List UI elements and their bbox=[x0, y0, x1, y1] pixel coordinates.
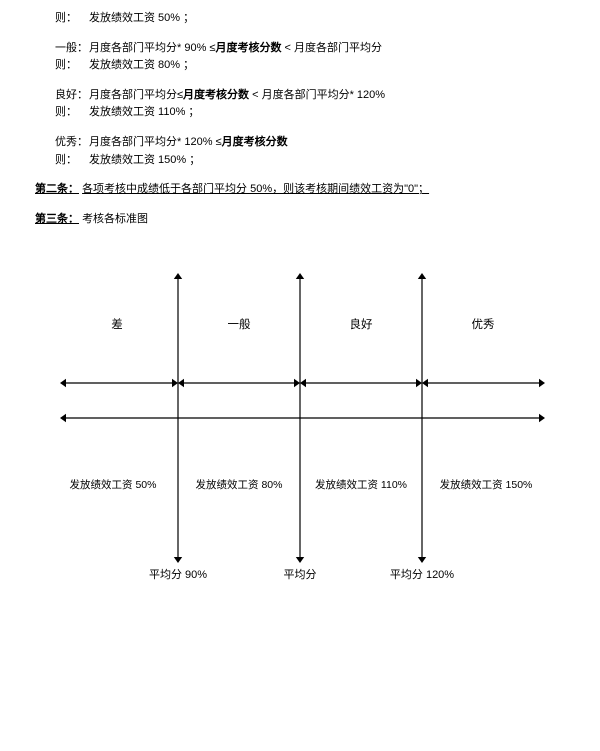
cond-post: < 月度各部门平均分 bbox=[281, 42, 382, 54]
rule-condition: 月度各部门平均分* 120% ≤月度考核分数 bbox=[89, 134, 550, 152]
rule-label: 良好： bbox=[55, 87, 89, 105]
document-page: 则： 发放绩效工资 50% ； 一般： 月度各部门平均分* 90% ≤月度考核分… bbox=[0, 0, 600, 618]
article-label: 第二条： bbox=[35, 183, 79, 195]
then-label: 则： bbox=[55, 152, 89, 170]
then-text: 发放绩效工资 110% ； bbox=[89, 104, 550, 122]
cond-bold: 月度考核分数 bbox=[183, 89, 249, 101]
cond-bold: 月度考核分数 bbox=[215, 42, 281, 54]
rule-average: 一般： 月度各部门平均分* 90% ≤月度考核分数 < 月度各部门平均分 则： … bbox=[55, 40, 550, 75]
then-text: 发放绩效工资 50% ； bbox=[89, 10, 550, 28]
article-label: 第三条： bbox=[35, 213, 79, 225]
then-text: 发放绩效工资 80% ； bbox=[89, 57, 550, 75]
rule-condition: 月度各部门平均分≤月度考核分数 < 月度各部门平均分* 120% bbox=[89, 87, 550, 105]
then-label: 则： bbox=[55, 104, 89, 122]
rule-good: 良好： 月度各部门平均分≤月度考核分数 < 月度各部门平均分* 120% 则： … bbox=[55, 87, 550, 122]
rule-label: 一般： bbox=[55, 40, 89, 58]
article-text: 各项考核中成绩低于各部门平均分 50%，则该考核期间绩效工资为"0"； bbox=[82, 183, 429, 195]
article-text: 考核各标准图 bbox=[82, 213, 148, 225]
then-label: 则： bbox=[55, 57, 89, 75]
chart-svg: 差 一般 良好 优秀发放绩效工资 50% 发放绩效工资 80% 发放绩效工资 110% 发放… bbox=[55, 268, 555, 608]
article-2: 第二条： 各项考核中成绩低于各部门平均分 50%，则该考核期间绩效工资为"0"； bbox=[35, 181, 550, 199]
rule-condition: 月度各部门平均分* 90% ≤月度考核分数 < 月度各部门平均分 bbox=[89, 40, 550, 58]
svg-text:平均分: 平均分 bbox=[284, 568, 317, 581]
svg-text:发放绩效工资 50%: 发放绩效工资 50% bbox=[70, 478, 157, 491]
svg-text:发放绩效工资 80%: 发放绩效工资 80% bbox=[196, 478, 283, 491]
svg-text:平均分 90%: 平均分 90% bbox=[149, 568, 207, 581]
svg-text:优秀: 优秀 bbox=[472, 318, 495, 331]
article-3: 第三条： 考核各标准图 bbox=[35, 211, 550, 229]
cond-bold: 月度考核分数 bbox=[222, 136, 288, 148]
svg-text:一般: 一般 bbox=[228, 317, 251, 331]
rule-label: 优秀： bbox=[55, 134, 89, 152]
svg-text:良好: 良好 bbox=[350, 317, 373, 331]
assessment-numberline-chart: 差 一般 良好 优秀发放绩效工资 50% 发放绩效工资 80% 发放绩效工资 110% 发放… bbox=[55, 268, 550, 608]
then-label: 则： bbox=[55, 10, 89, 28]
cond-post: < 月度各部门平均分* 120% bbox=[249, 89, 385, 101]
svg-text:差: 差 bbox=[111, 317, 123, 331]
rule-excellent: 优秀： 月度各部门平均分* 120% ≤月度考核分数 则： 发放绩效工资 150… bbox=[55, 134, 550, 169]
cond-pre: 月度各部门平均分* 90% ≤ bbox=[89, 42, 215, 54]
svg-text:发放绩效工资 150%: 发放绩效工资 150% bbox=[440, 478, 533, 491]
then-text: 发放绩效工资 150% ； bbox=[89, 152, 550, 170]
cond-pre: 月度各部门平均分≤ bbox=[89, 89, 183, 101]
svg-text:平均分 120%: 平均分 120% bbox=[390, 568, 454, 581]
svg-text:发放绩效工资 110%: 发放绩效工资 110% bbox=[315, 478, 407, 491]
rule-poor-then: 则： 发放绩效工资 50% ； bbox=[55, 10, 550, 28]
cond-pre: 月度各部门平均分* 120% ≤ bbox=[89, 136, 222, 148]
